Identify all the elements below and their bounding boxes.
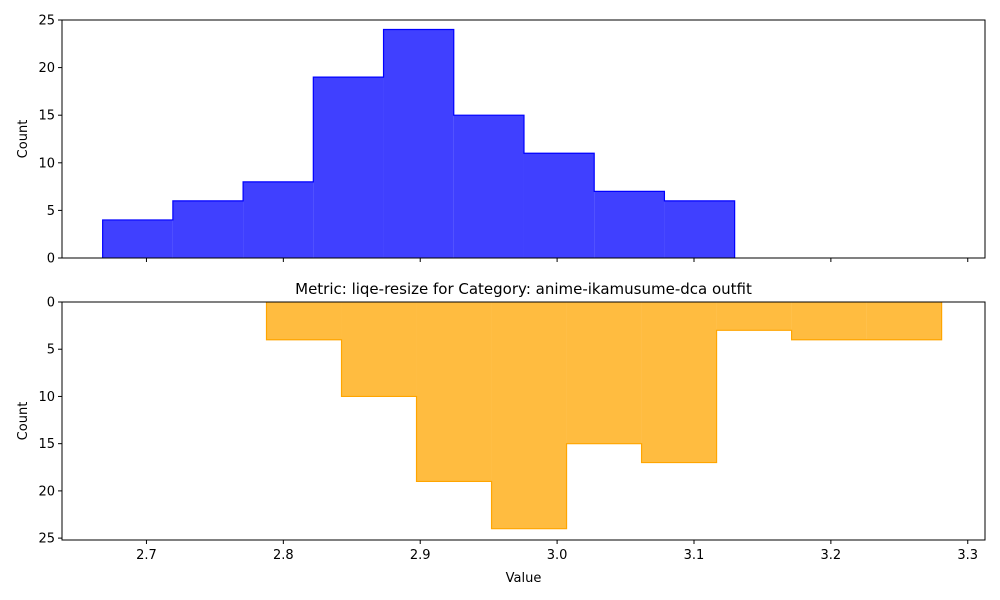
panel-2-x-tick-label: 3.2 [821,548,842,563]
panel-2-chart-title: Metric: liqe-resize for Category: anime-… [295,280,752,298]
panel-1-y-tick-label: 20 [38,61,55,76]
panel-2-x-tick-label: 3.0 [547,548,568,563]
panel-2-x-tick-label: 3.3 [957,548,978,563]
panel-1-histogram-bar [243,181,314,258]
panel-2-x-tick-label: 2.7 [136,548,157,563]
panel-1-histogram-bar [523,153,595,258]
panel-2-histogram-bar [641,302,717,463]
panel-1-histogram-bar [453,115,524,258]
panel-2-histogram-bar [341,302,417,397]
panel-1-histogram-bar [172,200,244,258]
panel-2-x-tick-label: 2.9 [410,548,431,563]
panel-2-y-axis-label: Count [16,402,31,441]
panel-1-axes-frame [61,19,986,259]
panel-2-x-tick-label: 2.8 [273,548,294,563]
panel-2-y-tick-label: 5 [47,343,55,358]
panel-1-histogram-bar [594,191,665,258]
panel-2-histogram-bar [266,302,342,340]
panel-2-histogram-bar [866,302,942,340]
panel-2-y-tick-label: 20 [38,484,55,499]
panel-1-y-axis-label: Count [16,120,31,159]
panel-2-y-tick-label: 0 [47,296,55,311]
panel-1-y-tick-label: 10 [38,156,55,171]
panel-1-y-tick-label: 15 [38,109,55,124]
panel-2-histogram-bar [791,302,867,340]
panel-2-histogram-bar [416,302,492,482]
panel-1-y-tick-label: 5 [47,204,55,219]
panel-2-y-tick-label: 25 [38,532,55,547]
panel-1-histogram-bar [102,219,173,258]
panel-2-x-axis-label: Value [506,571,542,586]
panel-2-x-tick-label: 3.1 [684,548,705,563]
panel-2-axes-frame [61,301,986,541]
panel-1-y-tick-label: 25 [38,14,55,29]
panel-2-y-tick-label: 15 [38,437,55,452]
panel-1-histogram-bar [383,29,454,258]
panel-2-histogram-bar [716,302,792,331]
panel-1-step-outline [102,28,736,258]
panel-2-step-outline [265,302,943,530]
panel-1-y-tick-label: 0 [47,252,55,267]
panel-1-histogram-bar [664,200,735,258]
panel-1-histogram-bar [313,77,384,259]
panel-2-y-tick-label: 10 [38,390,55,405]
panel-2-histogram-bar [566,302,642,444]
panel-2-histogram-bar [491,302,567,529]
